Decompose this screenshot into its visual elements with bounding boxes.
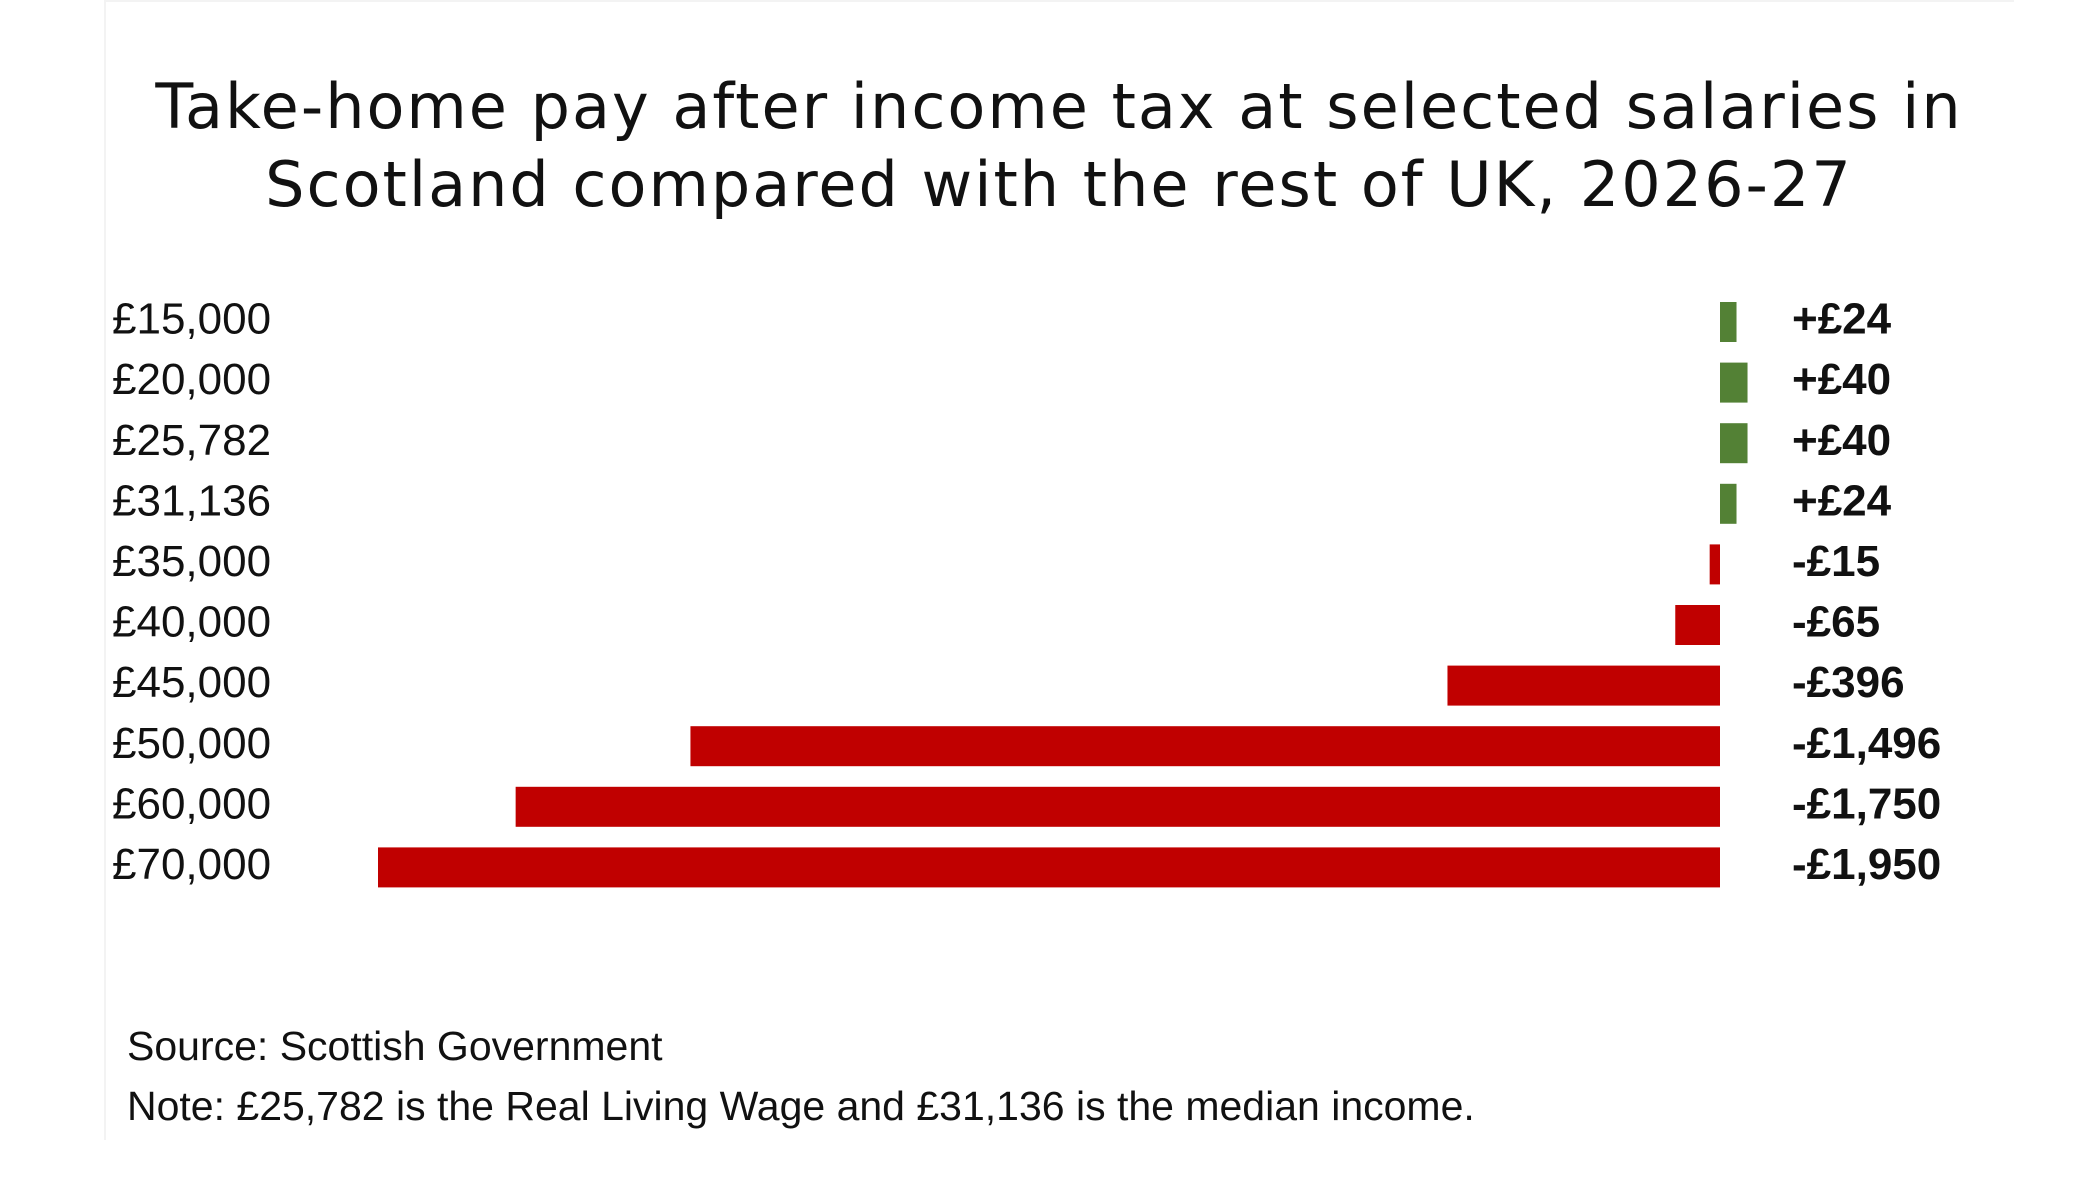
value-label-31136: +£24 (1792, 476, 1892, 525)
category-label-50000: £50,000 (112, 719, 271, 768)
value-label-40000: -£65 (1792, 598, 1880, 647)
value-label-20000: +£40 (1792, 355, 1891, 404)
value-label-50000: -£1,496 (1792, 719, 1941, 768)
bars (378, 302, 1748, 888)
chart-footer: Source: Scottish Government Note: £25,78… (127, 1016, 1475, 1136)
chart-title-line-2: Scotland compared with the rest of UK, 2… (265, 148, 1853, 221)
value-label-70000: -£1,950 (1792, 840, 1941, 889)
chart-frame (104, 0, 2014, 1140)
value-label-45000: -£396 (1792, 658, 1905, 707)
category-label-15000: £15,000 (112, 295, 271, 344)
category-label-45000: £45,000 (112, 658, 271, 707)
bar-50000 (690, 726, 1721, 767)
bar-20000 (1720, 362, 1748, 403)
category-labels: £15,000 £20,000 £25,782 £31,136 £35,000 £40,0… (112, 295, 271, 889)
bar-60000 (515, 786, 1720, 827)
category-label-60000: £60,000 (112, 779, 271, 828)
category-label-20000: £20,000 (112, 355, 271, 404)
source-note: Source: Scottish Government (127, 1023, 663, 1069)
value-label-60000: -£1,750 (1792, 779, 1941, 828)
chart-title: Take-home pay after income tax at select… (104, 68, 2014, 224)
bar-25782 (1720, 423, 1748, 464)
bar-31136 (1720, 483, 1737, 524)
category-label-25782: £25,782 (112, 416, 271, 465)
value-label-15000: +£24 (1792, 295, 1892, 344)
category-label-35000: £35,000 (112, 537, 271, 586)
category-label-40000: £40,000 (112, 598, 271, 647)
bar-70000 (378, 847, 1720, 888)
chart-title-line-1: Take-home pay after income tax at select… (155, 70, 1963, 143)
category-label-31136: £31,136 (112, 476, 271, 525)
bar-45000 (1447, 665, 1720, 706)
value-labels: +£24 +£40 +£40 +£24 -£15 -£65 -£396 -£1,496 -£1,… (1792, 295, 1941, 889)
bar-35000 (1709, 544, 1720, 585)
category-label-70000: £70,000 (112, 840, 271, 889)
bar-15000 (1720, 302, 1737, 342)
bar-40000 (1675, 605, 1720, 645)
value-label-35000: -£15 (1792, 537, 1880, 586)
value-label-25782: +£40 (1792, 416, 1891, 465)
footnote: Note: £25,782 is the Real Living Wage an… (127, 1083, 1475, 1129)
